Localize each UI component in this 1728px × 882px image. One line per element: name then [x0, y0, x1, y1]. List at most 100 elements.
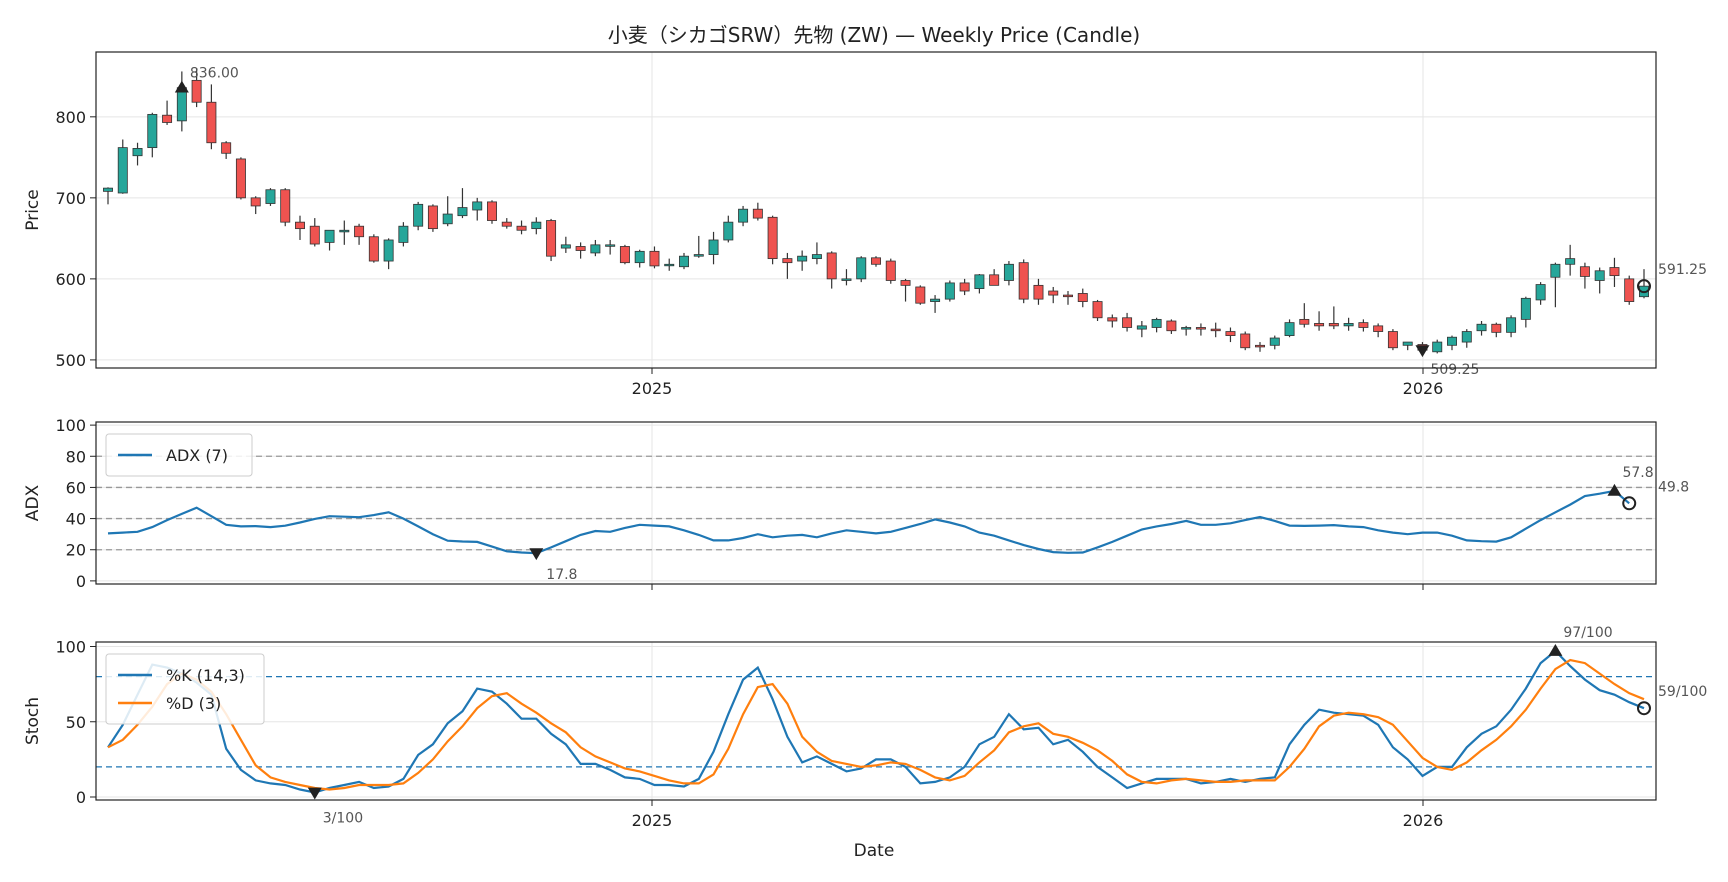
candle-down: [1166, 320, 1177, 332]
candle-down: [619, 246, 630, 264]
candle-up: [738, 208, 749, 223]
candle-up: [339, 229, 350, 233]
candle-up: [132, 148, 143, 157]
candle-up: [708, 239, 719, 255]
y-tick-label: 700: [55, 189, 86, 208]
last-marker: [1637, 279, 1651, 294]
candle-up: [560, 244, 571, 249]
candle-down: [1373, 325, 1384, 332]
candle-up: [1476, 323, 1487, 332]
candle-up: [590, 244, 601, 254]
y-tick-label: 40: [66, 510, 86, 529]
min-marker: [529, 548, 544, 561]
candle-down: [1240, 333, 1251, 349]
y-tick-label: 60: [66, 478, 86, 497]
annotation-min: 3/100: [323, 810, 363, 826]
candle-up: [147, 113, 158, 149]
candle-down: [1609, 267, 1620, 277]
x-tick-label: 2025: [632, 811, 673, 830]
candle-down: [1299, 318, 1310, 325]
chart-title: 小麦（シカゴSRW）先物 (ZW) — Weekly Price (Candle…: [608, 23, 1140, 47]
max-marker: [1607, 483, 1622, 496]
candle-down: [162, 114, 173, 123]
y-tick-label: 20: [66, 541, 86, 560]
candle-up: [1432, 341, 1443, 353]
last-marker: [1637, 701, 1651, 716]
legend: ADX (7): [105, 433, 253, 477]
candle-down: [235, 158, 246, 199]
candle-up: [1506, 317, 1517, 333]
candle-down: [1018, 262, 1029, 300]
candle-up: [383, 239, 394, 262]
candle-down: [1122, 317, 1133, 328]
candle-down: [1033, 284, 1044, 300]
candle-down: [1077, 293, 1088, 302]
plot-frame: [95, 51, 1657, 369]
series-line-2: [107, 658, 1645, 791]
annotation-max: 836.00: [190, 66, 239, 82]
plot-frame: [95, 421, 1657, 585]
annotation-min: 509.25: [1430, 362, 1479, 378]
series-line-1: [107, 489, 1630, 555]
candle-down: [1195, 327, 1206, 330]
annotation-last: 59/100: [1658, 684, 1707, 700]
y-tick-label: 800: [55, 108, 86, 127]
candle-up: [176, 87, 187, 122]
candle-down: [501, 221, 512, 227]
y-axis-label: Stoch: [23, 697, 43, 745]
candle-down: [1358, 322, 1369, 328]
annotation-max: 57.8: [1622, 465, 1653, 481]
candle-down: [1225, 331, 1236, 336]
candle-up: [841, 278, 852, 281]
candle-up: [531, 221, 542, 230]
candle-down: [191, 79, 202, 103]
legend: %K (14,3) %D (3): [105, 653, 265, 725]
candle-up: [1003, 263, 1014, 281]
candle-down: [752, 208, 763, 219]
candle-up: [634, 250, 645, 264]
y-axis-label: ADX: [23, 484, 43, 521]
legend-label: %K (14,3): [166, 666, 245, 685]
candle-down: [354, 225, 365, 238]
annotation-last: 49.8: [1658, 479, 1689, 495]
candle-down: [295, 221, 305, 230]
annotation-max: 97/100: [1563, 625, 1612, 641]
candle-down: [885, 260, 896, 281]
y-tick-label: 50: [66, 713, 86, 732]
y-tick-label: 0: [76, 788, 86, 807]
candle-down: [1387, 331, 1398, 349]
candle-up: [679, 255, 689, 268]
candle-down: [309, 225, 320, 245]
candle-up: [1565, 258, 1576, 265]
candle-down: [516, 225, 527, 231]
candle-up: [1269, 337, 1280, 346]
candle-up: [457, 207, 468, 217]
candle-down: [1314, 323, 1325, 327]
candle-up: [413, 203, 424, 227]
candle-up: [856, 257, 867, 280]
legend-box: [105, 653, 265, 725]
candle-down: [1048, 290, 1059, 296]
y-tick-label: 600: [55, 270, 86, 289]
last-marker: [1622, 496, 1637, 511]
candle-up: [1284, 322, 1295, 336]
y-tick-label: 80: [66, 447, 86, 466]
candle-down: [250, 197, 261, 207]
candle-up: [1343, 323, 1354, 327]
x-axis-label: Date: [854, 841, 895, 861]
candle-down: [871, 257, 881, 265]
candle-up: [472, 201, 483, 211]
candle-up: [1136, 325, 1147, 330]
y-axis-label: Price: [23, 189, 43, 230]
candle-down: [546, 220, 557, 257]
annotation-min: 17.8: [546, 567, 577, 583]
legend-label: ADX (7): [166, 446, 228, 465]
candle-down: [1210, 328, 1221, 332]
candle-up: [1447, 336, 1457, 346]
candle-down: [280, 189, 291, 223]
candle-up: [811, 254, 822, 260]
candle-down: [826, 252, 837, 280]
candle-down: [649, 250, 660, 267]
